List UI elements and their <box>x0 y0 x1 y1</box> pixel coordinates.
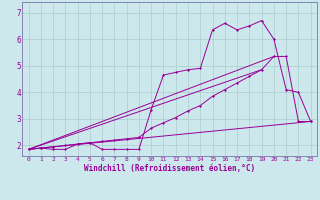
X-axis label: Windchill (Refroidissement éolien,°C): Windchill (Refroidissement éolien,°C) <box>84 164 255 173</box>
